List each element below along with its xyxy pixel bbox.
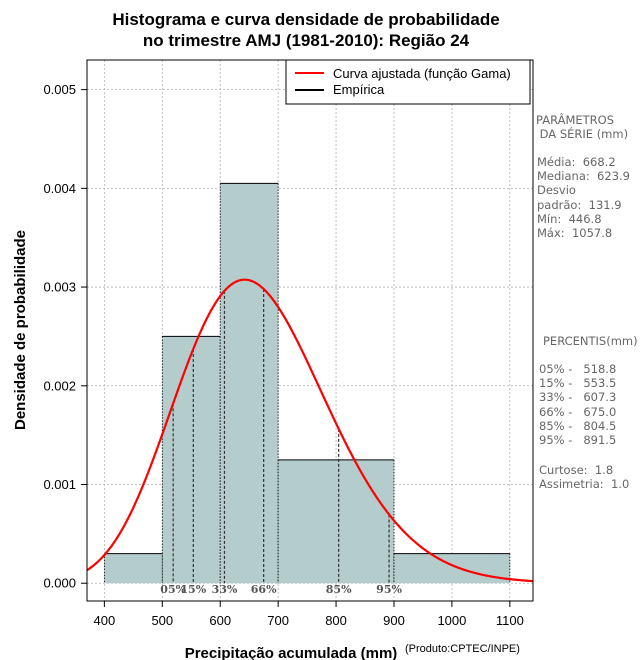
x-tick-label-600: 600	[209, 613, 231, 628]
x-tick-label-400: 400	[94, 613, 116, 628]
stat-assimetria: Assimetria: 1.0	[539, 477, 630, 492]
x-tick-label-1000: 1000	[437, 613, 466, 628]
y-axis-label: Densidade de probabilidade	[12, 230, 29, 430]
y-tick-label-2: 0.002	[43, 378, 76, 393]
chart-title-line1: Histograma e curva densidade de probabil…	[112, 10, 499, 29]
percentiles-values: 05% - 518.8 15% - 553.5 33% - 607.3 66% - 6…	[539, 362, 616, 447]
shape-stats: Curtose: 1.8 Assimetria: 1.0	[539, 463, 629, 491]
stat-mediana: Mediana: 623.9	[537, 169, 630, 184]
histogram-bar-3	[278, 459, 394, 584]
legend: Curva ajustada (função Gama) Empírica	[285, 59, 531, 105]
x-axis-label: Precipitação acumulada (mm)	[185, 645, 398, 660]
perc-33: 33% - 607.3	[539, 390, 617, 405]
stat-max: Máx: 1057.8	[537, 226, 613, 241]
percentile-label-4: 85%	[326, 583, 352, 596]
legend-label-curve: Curva ajustada (função Gama)	[333, 66, 511, 81]
histogram-bar-4	[393, 553, 510, 584]
x-tick-label-700: 700	[267, 613, 289, 628]
stat-media: Média: 668.2	[537, 155, 616, 169]
params-title: PARÂMETROS DA SÉRIE (mm)	[536, 113, 628, 141]
y-tick-label-1: 0.001	[43, 477, 76, 492]
histogram-bar-0	[104, 553, 163, 584]
y-tick-label-3: 0.003	[43, 280, 76, 295]
percentile-label-2: 33%	[212, 583, 238, 596]
perc-15: 15% - 553.5	[539, 376, 617, 391]
params-title-line2: DA SÉRIE (mm)	[536, 127, 629, 142]
stat-curtose: Curtose: 1.8	[539, 463, 614, 477]
x-tick-label-900: 900	[383, 613, 405, 628]
params-values: Média: 668.2 Mediana: 623.9 Desvio padrão: …	[537, 155, 630, 240]
x-tick-label-500: 500	[151, 613, 173, 628]
stat-min: Mín: 446.8	[537, 211, 602, 226]
perc-05: 05% - 518.8	[539, 362, 617, 376]
perc-85: 85% - 804.5	[539, 418, 617, 433]
percentile-markers: 05%15% 33% 66% 85% 95%	[160, 288, 402, 596]
perc-95: 95% - 891.5	[539, 433, 617, 448]
x-tick-label-800: 800	[325, 613, 347, 628]
histogram-bar-2	[220, 183, 279, 584]
percentiles-title: PERCENTIS(mm)	[543, 334, 638, 348]
gamma-curve-line	[86, 278, 534, 583]
legend-box	[285, 59, 531, 105]
y-tick-label-5: 0.005	[43, 82, 76, 97]
perc-66: 66% - 675.0	[539, 404, 617, 419]
credit-text: (Produto:CPTEC/INPE)	[405, 643, 520, 655]
percentile-label-3: 66%	[251, 583, 277, 596]
gamma-curve	[86, 278, 534, 583]
params-title-line1: PARÂMETROS	[536, 113, 615, 127]
axes: 400 500 600 700 800 900 1000 1100 0.000 0.001 0.00…	[43, 59, 534, 628]
stat-desvio-label: Desvio	[537, 183, 576, 198]
chart-title-line2: no trimestre AMJ (1981-2010): Região 24	[143, 31, 470, 50]
histogram-bar-1	[162, 336, 221, 584]
stat-desvio: padrão: 131.9	[537, 197, 622, 212]
legend-label-empirical: Empírica	[333, 82, 385, 97]
percentile-label-1: 15%	[180, 583, 206, 596]
percentile-label-5: 95%	[376, 583, 402, 596]
x-tick-label-1100: 1100	[496, 613, 524, 628]
y-tick-label-4: 0.004	[43, 181, 76, 196]
percentile-label-0: 05%	[160, 583, 186, 596]
histogram-bars	[103, 182, 511, 584]
y-tick-label-0: 0.000	[43, 576, 76, 591]
